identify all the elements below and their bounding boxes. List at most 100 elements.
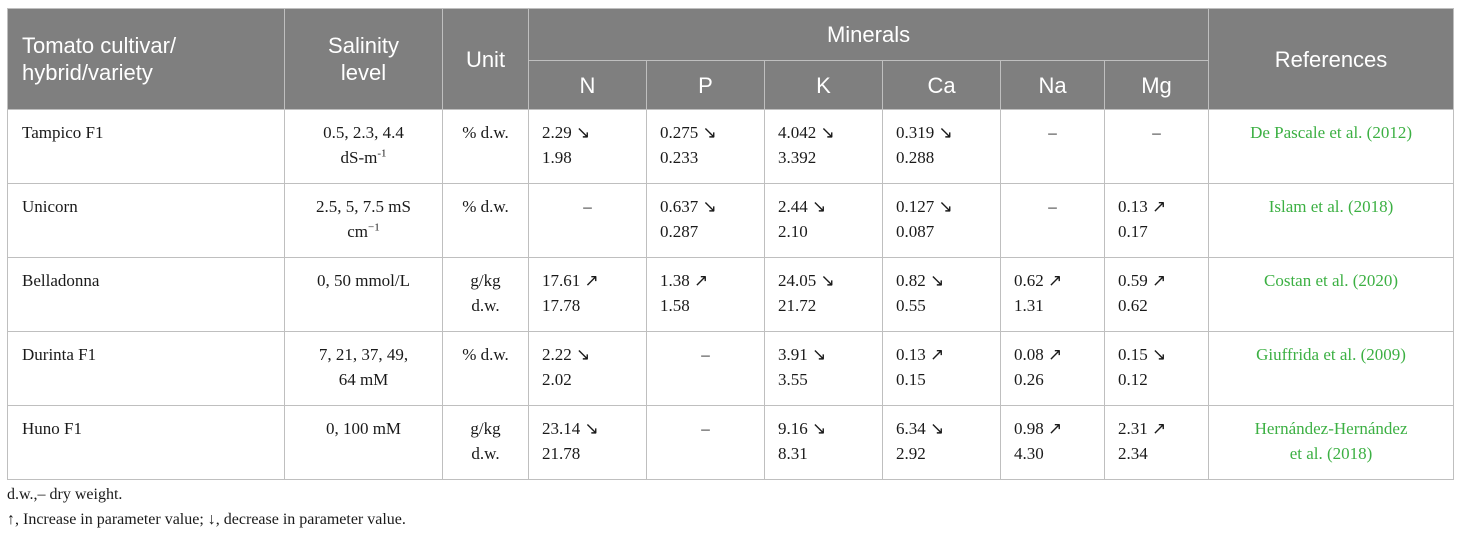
salinity-line-1: 0.5, 2.3, 4.4 [323, 123, 404, 142]
mineral-value-line-1: 2.22 ↘ [542, 345, 591, 364]
mineral-k-cell: 24.05 ↘ 21.72 [764, 257, 883, 332]
unit-line-1: % d.w. [462, 123, 509, 142]
mineral-p-cell: – [646, 331, 765, 406]
cultivar-cell: Unicorn [7, 183, 285, 258]
header-row-top: Tomato cultivar/ hybrid/variety Salinity… [7, 8, 1455, 110]
mineral-na-cell: – [1000, 109, 1105, 184]
mineral-value-line-2: 0.15 [896, 370, 926, 389]
mineral-value-line-2: 0.12 [1118, 370, 1148, 389]
reference-cell[interactable]: Giuffrida et al. (2009) [1208, 331, 1455, 406]
mineral-value-line-2: 3.392 [778, 148, 817, 167]
mineral-value-line-2: 2.10 [778, 222, 808, 241]
salinity-line-1: 0, 100 mM [325, 419, 402, 438]
mineral-n-cell: – [528, 183, 647, 258]
mineral-value-line-2: 2.34 [1118, 444, 1148, 463]
unit-line-2: d.w. [471, 296, 500, 315]
mineral-n-cell: 23.14 ↘ 21.78 [528, 405, 647, 480]
footnote-dw: d.w.,– dry weight. [7, 486, 123, 503]
mineral-value-line-1: 24.05 ↘ [778, 271, 835, 290]
header-minerals: Minerals [527, 8, 1210, 61]
salinity-cell: 2.5, 5, 7.5 mS cm−1 [284, 183, 443, 258]
mineral-mg-cell: – [1103, 109, 1210, 184]
cultivar-cell: Tampico F1 [7, 109, 285, 184]
mineral-value-line-1: 0.13 ↗ [1118, 197, 1167, 216]
salinity-line-2-wrap: dS-m-1 [293, 145, 434, 170]
reference-cell[interactable]: Islam et al. (2018) [1208, 183, 1455, 258]
mineral-n-cell: 2.22 ↘ 2.02 [528, 331, 647, 406]
mineral-p-cell: 0.275 ↘ 0.233 [646, 109, 765, 184]
header-mineral-n: N [528, 60, 647, 110]
mineral-value-line-2: 1.58 [660, 296, 690, 315]
mineral-value-line-1: 23.14 ↘ [542, 419, 599, 438]
reference-cell[interactable]: Costan et al. (2020) [1208, 257, 1455, 332]
mineral-p-cell: – [646, 405, 765, 480]
mineral-value-line-1: 0.98 ↗ [1014, 419, 1063, 438]
mineral-value-line-2: 0.087 [896, 222, 935, 241]
unit-cell: % d.w. [442, 331, 529, 406]
mineral-value-line-1: 0.275 ↘ [660, 123, 717, 142]
salinity-line-2: dS-m [340, 148, 378, 167]
mineral-value-line-2: 2.92 [896, 444, 926, 463]
header-mineral-ca: Ca [882, 60, 1001, 110]
mineral-value-line-2: 0.287 [660, 222, 699, 241]
unit-line-1: % d.w. [462, 197, 509, 216]
mineral-value-line-1: 0.15 ↘ [1118, 345, 1167, 364]
mineral-value-line-2: 0.17 [1118, 222, 1148, 241]
mineral-na-cell: 0.62 ↗ 1.31 [1000, 257, 1105, 332]
mineral-value-line-1: – [1152, 123, 1161, 142]
mineral-value-line-1: 0.08 ↗ [1014, 345, 1063, 364]
mineral-mg-cell: 0.15 ↘ 0.12 [1103, 331, 1210, 406]
salinity-line-1: 7, 21, 37, 49, [318, 345, 409, 364]
minerals-table: Tomato cultivar/ hybrid/variety Salinity… [7, 8, 1455, 480]
cultivar-name: Tampico F1 [22, 123, 104, 142]
salinity-cell: 0, 50 mmol/L [284, 257, 443, 332]
reference-link-line-1[interactable]: Hernández-Hernández [1254, 419, 1408, 438]
mineral-value-line-1: 0.637 ↘ [660, 197, 717, 216]
reference-link-line-1[interactable]: Giuffrida et al. (2009) [1256, 345, 1406, 364]
unit-cell: g/kg d.w. [442, 257, 529, 332]
mineral-value-line-1: – [701, 419, 710, 438]
mineral-value-line-1: 17.61 ↗ [542, 271, 599, 290]
salinity-superscript: -1 [377, 147, 387, 160]
table-row: Tampico F1 0.5, 2.3, 4.4 dS-m-1 % d.w. 2.29 … [7, 109, 1455, 184]
mineral-na-cell: – [1000, 183, 1105, 258]
cultivar-cell: Belladonna [7, 257, 285, 332]
header-mineral-p: P [646, 60, 765, 110]
mineral-value-line-1: 2.44 ↘ [778, 197, 827, 216]
reference-link-line-2[interactable]: et al. (2018) [1289, 444, 1373, 463]
cultivar-cell: Durinta F1 [7, 331, 285, 406]
mineral-value-line-2: 21.72 [778, 296, 817, 315]
header-mineral-na: Na [1000, 60, 1105, 110]
reference-cell[interactable]: Hernández-Hernández et al. (2018) [1208, 405, 1455, 480]
header-row-minerals: N P K Ca Na Mg [8, 60, 1454, 110]
table-row: Huno F1 0, 100 mM g/kg d.w. 23.14 ↘ 21.78 – 9.1… [7, 405, 1455, 480]
mineral-mg-cell: 0.13 ↗ 0.17 [1103, 183, 1210, 258]
reference-link-line-1[interactable]: Islam et al. (2018) [1268, 197, 1394, 216]
salinity-line-2-wrap: cm−1 [293, 219, 434, 244]
unit-cell: % d.w. [442, 109, 529, 184]
header-mineral-mg: Mg [1103, 60, 1210, 110]
header-unit: Unit [442, 8, 529, 110]
mineral-value-line-2: 0.288 [896, 148, 935, 167]
mineral-value-line-1: 0.127 ↘ [896, 197, 953, 216]
table-row: Belladonna 0, 50 mmol/L g/kg d.w. 17.61 ↗ 17.… [7, 257, 1455, 332]
mineral-n-cell: 2.29 ↘ 1.98 [528, 109, 647, 184]
header-cultivar: Tomato cultivar/ hybrid/variety [7, 8, 285, 110]
table-body: Tampico F1 0.5, 2.3, 4.4 dS-m-1 % d.w. 2.29 … [7, 109, 1455, 480]
mineral-value-line-1: 1.38 ↗ [660, 271, 709, 290]
reference-link-line-1[interactable]: Costan et al. (2020) [1264, 271, 1399, 290]
reference-link-line-1[interactable]: De Pascale et al. (2012) [1250, 123, 1412, 142]
footnote-arrows: ↑, Increase in parameter value; ↓, decre… [7, 511, 406, 528]
mineral-value-line-1: 0.82 ↘ [896, 271, 945, 290]
salinity-line-2: cm [347, 222, 369, 241]
mineral-mg-cell: 2.31 ↗ 2.34 [1103, 405, 1210, 480]
mineral-n-cell: 17.61 ↗ 17.78 [528, 257, 647, 332]
mineral-k-cell: 9.16 ↘ 8.31 [764, 405, 883, 480]
unit-cell: g/kg d.w. [442, 405, 529, 480]
mineral-value-line-2: 0.26 [1014, 370, 1044, 389]
table-row: Unicorn 2.5, 5, 7.5 mS cm−1% d.w. –0.637 ↘ 0… [7, 183, 1455, 258]
reference-cell[interactable]: De Pascale et al. (2012) [1208, 109, 1455, 184]
salinity-cell: 0, 100 mM [284, 405, 443, 480]
cultivar-name: Huno F1 [22, 419, 82, 438]
cultivar-name: Durinta F1 [22, 345, 97, 364]
